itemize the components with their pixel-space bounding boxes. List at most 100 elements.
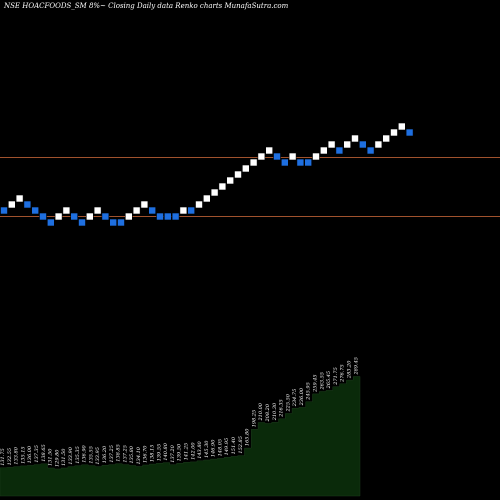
volume-label: 271.75 [333,367,339,386]
renko-brick-up [397,122,406,131]
volume-label: 132.55 [7,448,13,466]
renko-brick-down [23,200,32,209]
volume-label: 151.40 [231,436,237,454]
volume-label: 152.85 [238,436,244,453]
renko-brick-up [179,206,188,215]
renko-brick-down [405,128,414,137]
renko-brick-up [288,152,297,161]
renko-brick-up [8,200,16,209]
renko-brick-down [273,152,281,161]
renko-brick-down [156,212,164,221]
volume-label: 136.70 [143,445,149,463]
renko-brick-down [70,212,78,221]
renko-brick-up [203,194,211,203]
volume-label: 129.80 [54,449,60,467]
volume-label: 236.00 [299,387,305,406]
volume-label: 210.00 [258,402,264,421]
renko-brick-up [86,212,94,221]
volume-label: 135.55 [88,446,94,464]
volume-label: 141.25 [184,443,190,461]
volume-label: 139.50 [177,443,183,461]
renko-brick-up [319,146,328,155]
renko-brick-up [312,152,320,161]
volume-label: 134.10 [136,446,142,464]
volume-label: 225.50 [285,393,291,412]
renko-brick-up [93,206,102,215]
renko-brick-up [132,206,141,215]
renko-brick-up [343,140,352,149]
renko-brick-down [304,158,313,167]
volume-area [0,376,361,497]
volume-label: 138.85 [116,444,122,462]
volume-label: 135.15 [21,446,27,464]
renko-brick-down [366,146,375,155]
renko-brick-up [140,200,149,209]
volume-label: 135.35 [75,446,81,464]
volume-label: 137.25 [109,445,115,463]
renko-brick-down [101,212,110,221]
renko-brick-down [46,218,55,227]
renko-brick-up [210,188,219,197]
volume-label: 137.20 [170,444,176,462]
renko-brick-down [39,212,47,221]
volume-label: 133.90 [68,446,74,464]
renko-brick-up [15,194,24,203]
renko-brick-up [195,200,203,209]
renko-brick-up [54,212,63,221]
renko-brick-down [31,206,40,215]
renko-brick-up [390,128,398,137]
volume-label: 138.15 [150,445,156,463]
renko-brick-down [171,212,180,221]
renko-brick-up [265,146,274,155]
volume-label: 136.00 [27,445,33,463]
volume-label: 283.20 [347,360,353,379]
volume-label: 137.25 [122,445,128,463]
chart-title: NSE HOACFOODS_SM 8%~ Closing Daily data … [3,2,289,10]
renko-brick-down [148,206,156,215]
volume-label: 263.55 [319,372,325,391]
renko-brick-up [382,134,391,143]
volume-label: 208.20 [265,403,271,422]
volume-label: 216.35 [279,399,285,418]
volume-label: 276.75 [340,364,346,383]
volume-label: 210.30 [272,402,278,421]
volume-label: 146.90 [211,439,217,457]
renko-brick-up [249,158,258,167]
volume-area-path [0,376,361,497]
renko-brick-down [296,158,305,167]
volume-label: 139.55 [156,444,162,462]
renko-brick-up [234,170,242,179]
renko-brick-down [109,218,117,227]
renko-brick-down [187,206,195,215]
renko-brick-up [374,140,383,149]
renko-brick-up [226,176,234,185]
volume-label: 198.25 [251,410,257,428]
renko-brick-down [117,218,125,227]
volume-label: 133.80 [14,446,20,464]
volume-label: 245.95 [306,382,312,401]
volume-label: 138.65 [41,444,47,462]
volume-label: 259.45 [313,374,319,393]
volume-label: 131.75 [0,448,6,466]
renko-brick-down [78,218,86,227]
renko-brick-down [164,212,172,221]
renko-brick-up [327,140,336,149]
volume-label: 131.50 [48,448,54,466]
renko-bricks [0,122,414,227]
volume-label: 133.95 [95,447,101,465]
renko-brick-down [358,140,367,149]
renko-brick-up [218,182,227,191]
renko-brick-down [335,146,344,155]
renko-brick-down [280,158,289,167]
volume-label: 136.90 [82,444,88,462]
volume-label: 148.05 [217,439,223,457]
renko-brick-down [0,206,8,215]
volume-label: 149.95 [224,438,230,456]
volume-label: 137.35 [34,445,40,463]
volume-label: 136.20 [102,445,108,463]
reference-lines [0,157,500,217]
renko-brick-up [242,164,250,173]
volume-label: 135.80 [129,445,135,463]
